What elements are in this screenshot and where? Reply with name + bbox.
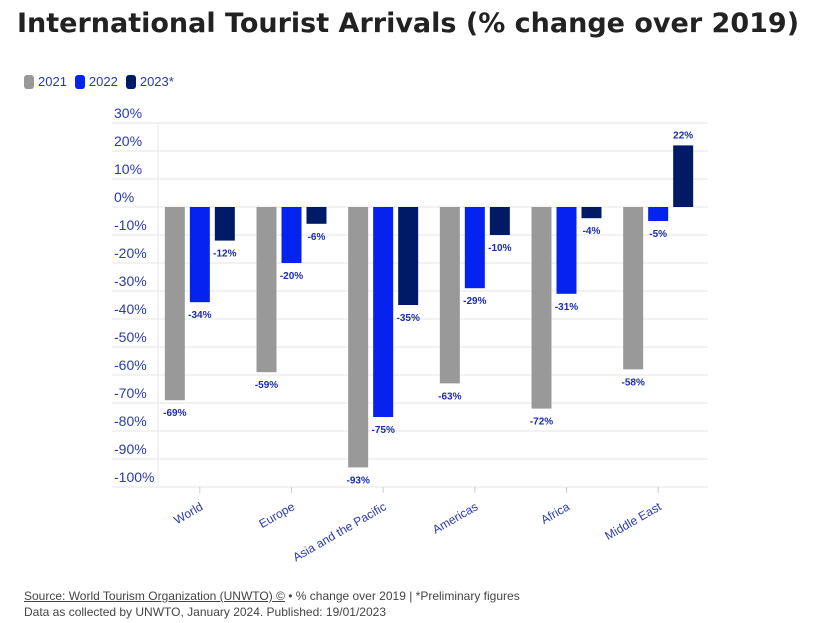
x-tick-label: Asia and the Pacific: [290, 499, 388, 564]
data-label: -58%: [621, 377, 644, 388]
data-label: -20%: [280, 271, 303, 282]
bar-2021: [623, 207, 644, 370]
data-label: -59%: [255, 380, 278, 391]
x-tick-label: Americas: [430, 499, 480, 536]
bar-2022: [556, 207, 577, 294]
footer-note: • % change over 2019 | *Preliminary figu…: [284, 589, 520, 603]
data-label: -31%: [555, 302, 578, 313]
bar-2023: [581, 207, 602, 219]
y-tick-label: -30%: [114, 273, 147, 289]
data-label: -5%: [649, 229, 667, 240]
data-label: -6%: [308, 232, 326, 243]
bar-2023: [673, 145, 694, 207]
bar-2021: [439, 207, 460, 384]
legend-label: 2022: [88, 74, 118, 89]
legend-swatch: [24, 74, 34, 89]
y-tick-label: -90%: [114, 441, 147, 457]
bar-2023: [306, 207, 327, 224]
bar-2022: [189, 207, 210, 303]
chart-title: International Tourist Arrivals (% change…: [16, 8, 800, 39]
bar-2023: [489, 207, 510, 235]
data-label: -10%: [488, 243, 511, 254]
legend: 2021 2022 2023*: [24, 74, 174, 89]
footer: Source: World Tourism Organization (UNWT…: [24, 588, 520, 620]
bar-chart: 30% 20% 10% 0% -10% -20% -30% -40% -50% -60% -70% -…: [112, 105, 708, 564]
legend-label: 2021: [38, 74, 67, 89]
data-label: -34%: [188, 310, 211, 321]
legend-swatch: [74, 74, 85, 89]
bar-2021: [256, 207, 277, 373]
y-tick-label: 10%: [114, 161, 142, 177]
data-label: -12%: [213, 249, 236, 260]
y-tick-label: -50%: [114, 329, 147, 345]
footer-published: Data as collected by UNWTO, January 2024…: [24, 605, 386, 619]
legend-item-2022[interactable]: 2022: [74, 74, 118, 89]
y-tick-label: -70%: [114, 385, 147, 401]
legend-item-2021[interactable]: 2021: [24, 74, 67, 89]
y-tick-label: -20%: [114, 245, 147, 261]
source-link[interactable]: Source: World Tourism Organization (UNWT…: [24, 589, 285, 603]
y-tick-label: 20%: [114, 133, 142, 149]
bar-2021: [348, 207, 369, 468]
data-label: -4%: [583, 226, 601, 237]
data-label: -29%: [463, 296, 486, 307]
data-label: 22%: [673, 130, 693, 141]
y-tick-label: 0%: [114, 189, 134, 205]
legend-item-2023[interactable]: 2023*: [125, 74, 174, 89]
data-label: -69%: [163, 408, 186, 419]
data-label: -93%: [346, 475, 369, 486]
x-tick-label: Africa: [538, 499, 572, 527]
bar-2022: [648, 207, 669, 221]
legend-label: 2023*: [139, 74, 174, 89]
data-label: -72%: [530, 417, 553, 428]
y-tick-label: -60%: [114, 357, 147, 373]
y-tick-label: -40%: [114, 301, 147, 317]
x-tick-label: Middle East: [602, 499, 664, 543]
bar-2022: [373, 207, 394, 417]
bar-2021: [531, 207, 552, 409]
bar-2023: [214, 207, 235, 241]
x-tick-label: Europe: [256, 499, 297, 531]
data-label: -63%: [438, 391, 461, 402]
y-tick-label: -100%: [114, 469, 154, 485]
legend-swatch: [125, 74, 136, 89]
bar-2023: [398, 207, 419, 305]
bar-2021: [164, 207, 185, 401]
bar-2022: [281, 207, 302, 263]
y-tick-label: 30%: [114, 105, 142, 121]
x-tick-label: World: [171, 499, 205, 527]
data-label: -35%: [396, 313, 419, 324]
y-tick-label: -10%: [114, 217, 147, 233]
data-label: -75%: [371, 425, 394, 436]
bar-2022: [464, 207, 485, 289]
y-tick-label: -80%: [114, 413, 147, 429]
